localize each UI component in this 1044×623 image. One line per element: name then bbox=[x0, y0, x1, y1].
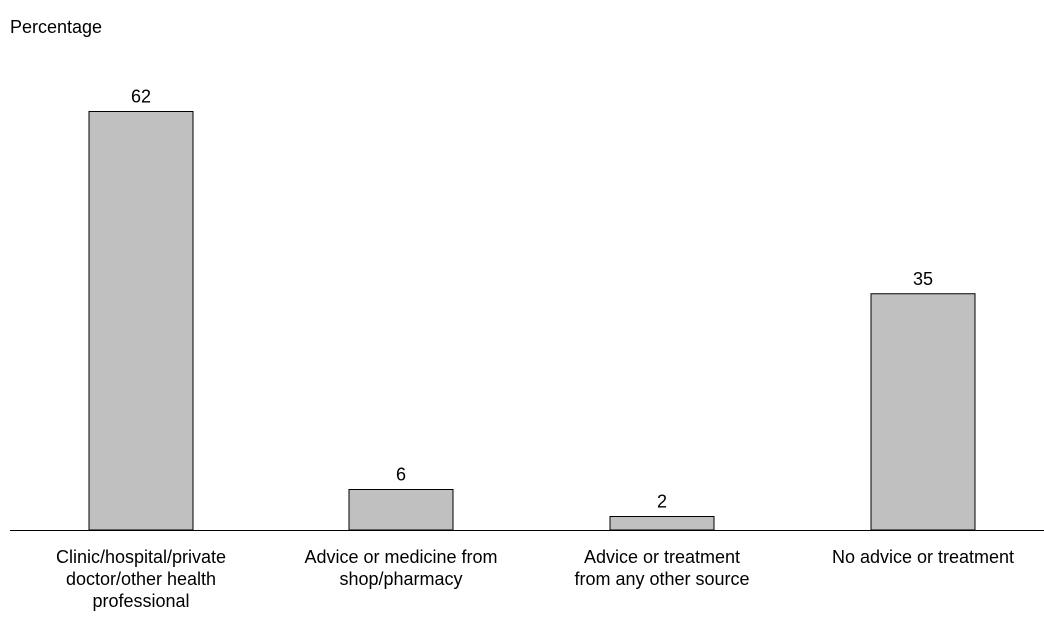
data-label: 62 bbox=[131, 87, 151, 107]
category-label: Clinic/hospital/private doctor/other heal… bbox=[56, 547, 226, 611]
data-label: 35 bbox=[913, 269, 933, 289]
y-axis-label: Percentage bbox=[10, 17, 103, 37]
bar bbox=[348, 489, 454, 531]
data-label: 6 bbox=[396, 465, 406, 485]
category-label: Advice or medicine from shop/pharmacy bbox=[304, 547, 497, 589]
bar bbox=[609, 516, 715, 531]
bar bbox=[870, 293, 976, 531]
category-label: Advice or treatment from any other source bbox=[574, 547, 749, 589]
bar bbox=[88, 111, 194, 531]
data-label: 2 bbox=[657, 492, 667, 512]
category-label: No advice or treatment bbox=[832, 547, 1014, 567]
